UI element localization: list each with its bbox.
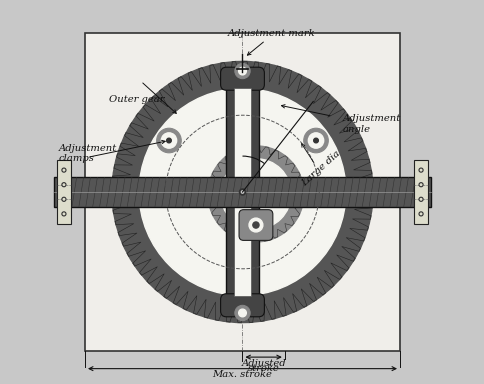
Circle shape bbox=[62, 212, 66, 216]
Polygon shape bbox=[112, 61, 372, 323]
Circle shape bbox=[63, 213, 64, 215]
Circle shape bbox=[241, 191, 243, 193]
Text: Adjustment
angle: Adjustment angle bbox=[342, 114, 400, 134]
Circle shape bbox=[420, 184, 421, 185]
Circle shape bbox=[418, 197, 422, 201]
Circle shape bbox=[208, 146, 303, 242]
Circle shape bbox=[418, 183, 422, 187]
Text: Max. stroke: Max. stroke bbox=[212, 370, 272, 379]
Circle shape bbox=[63, 199, 64, 200]
Bar bbox=[226, 73, 258, 311]
Circle shape bbox=[129, 79, 355, 305]
FancyBboxPatch shape bbox=[239, 210, 272, 240]
Circle shape bbox=[420, 199, 421, 200]
Circle shape bbox=[63, 184, 64, 185]
Bar bbox=[54, 177, 430, 207]
Circle shape bbox=[234, 305, 250, 321]
Circle shape bbox=[418, 168, 422, 172]
Circle shape bbox=[63, 169, 64, 171]
Text: Adjustment
clamps: Adjustment clamps bbox=[59, 144, 117, 163]
Bar bbox=[57, 160, 71, 224]
Circle shape bbox=[139, 89, 345, 296]
Circle shape bbox=[420, 169, 421, 171]
Text: Adjustment mark: Adjustment mark bbox=[227, 30, 315, 38]
Circle shape bbox=[62, 168, 66, 172]
Circle shape bbox=[420, 213, 421, 215]
Circle shape bbox=[62, 183, 66, 187]
Text: stroke: stroke bbox=[247, 364, 279, 373]
FancyBboxPatch shape bbox=[220, 67, 264, 90]
Bar bbox=[413, 160, 427, 224]
Text: Outer gear: Outer gear bbox=[109, 94, 164, 104]
Circle shape bbox=[238, 309, 246, 317]
Circle shape bbox=[161, 133, 176, 148]
Circle shape bbox=[252, 222, 258, 228]
Circle shape bbox=[156, 128, 181, 153]
Polygon shape bbox=[208, 146, 303, 242]
Text: Large dia: Large dia bbox=[300, 149, 341, 189]
Circle shape bbox=[418, 212, 422, 216]
Circle shape bbox=[136, 86, 348, 298]
Circle shape bbox=[112, 61, 372, 323]
Circle shape bbox=[239, 189, 245, 195]
Circle shape bbox=[303, 128, 328, 153]
Circle shape bbox=[248, 218, 262, 232]
FancyBboxPatch shape bbox=[220, 294, 264, 317]
Circle shape bbox=[234, 63, 250, 79]
Text: Adjusted: Adjusted bbox=[241, 359, 286, 368]
Bar bbox=[85, 33, 399, 351]
Bar bbox=[233, 88, 251, 296]
Circle shape bbox=[166, 138, 171, 143]
Circle shape bbox=[220, 159, 290, 229]
Circle shape bbox=[62, 197, 66, 201]
Circle shape bbox=[238, 67, 246, 75]
Circle shape bbox=[313, 138, 318, 143]
Circle shape bbox=[308, 133, 323, 148]
